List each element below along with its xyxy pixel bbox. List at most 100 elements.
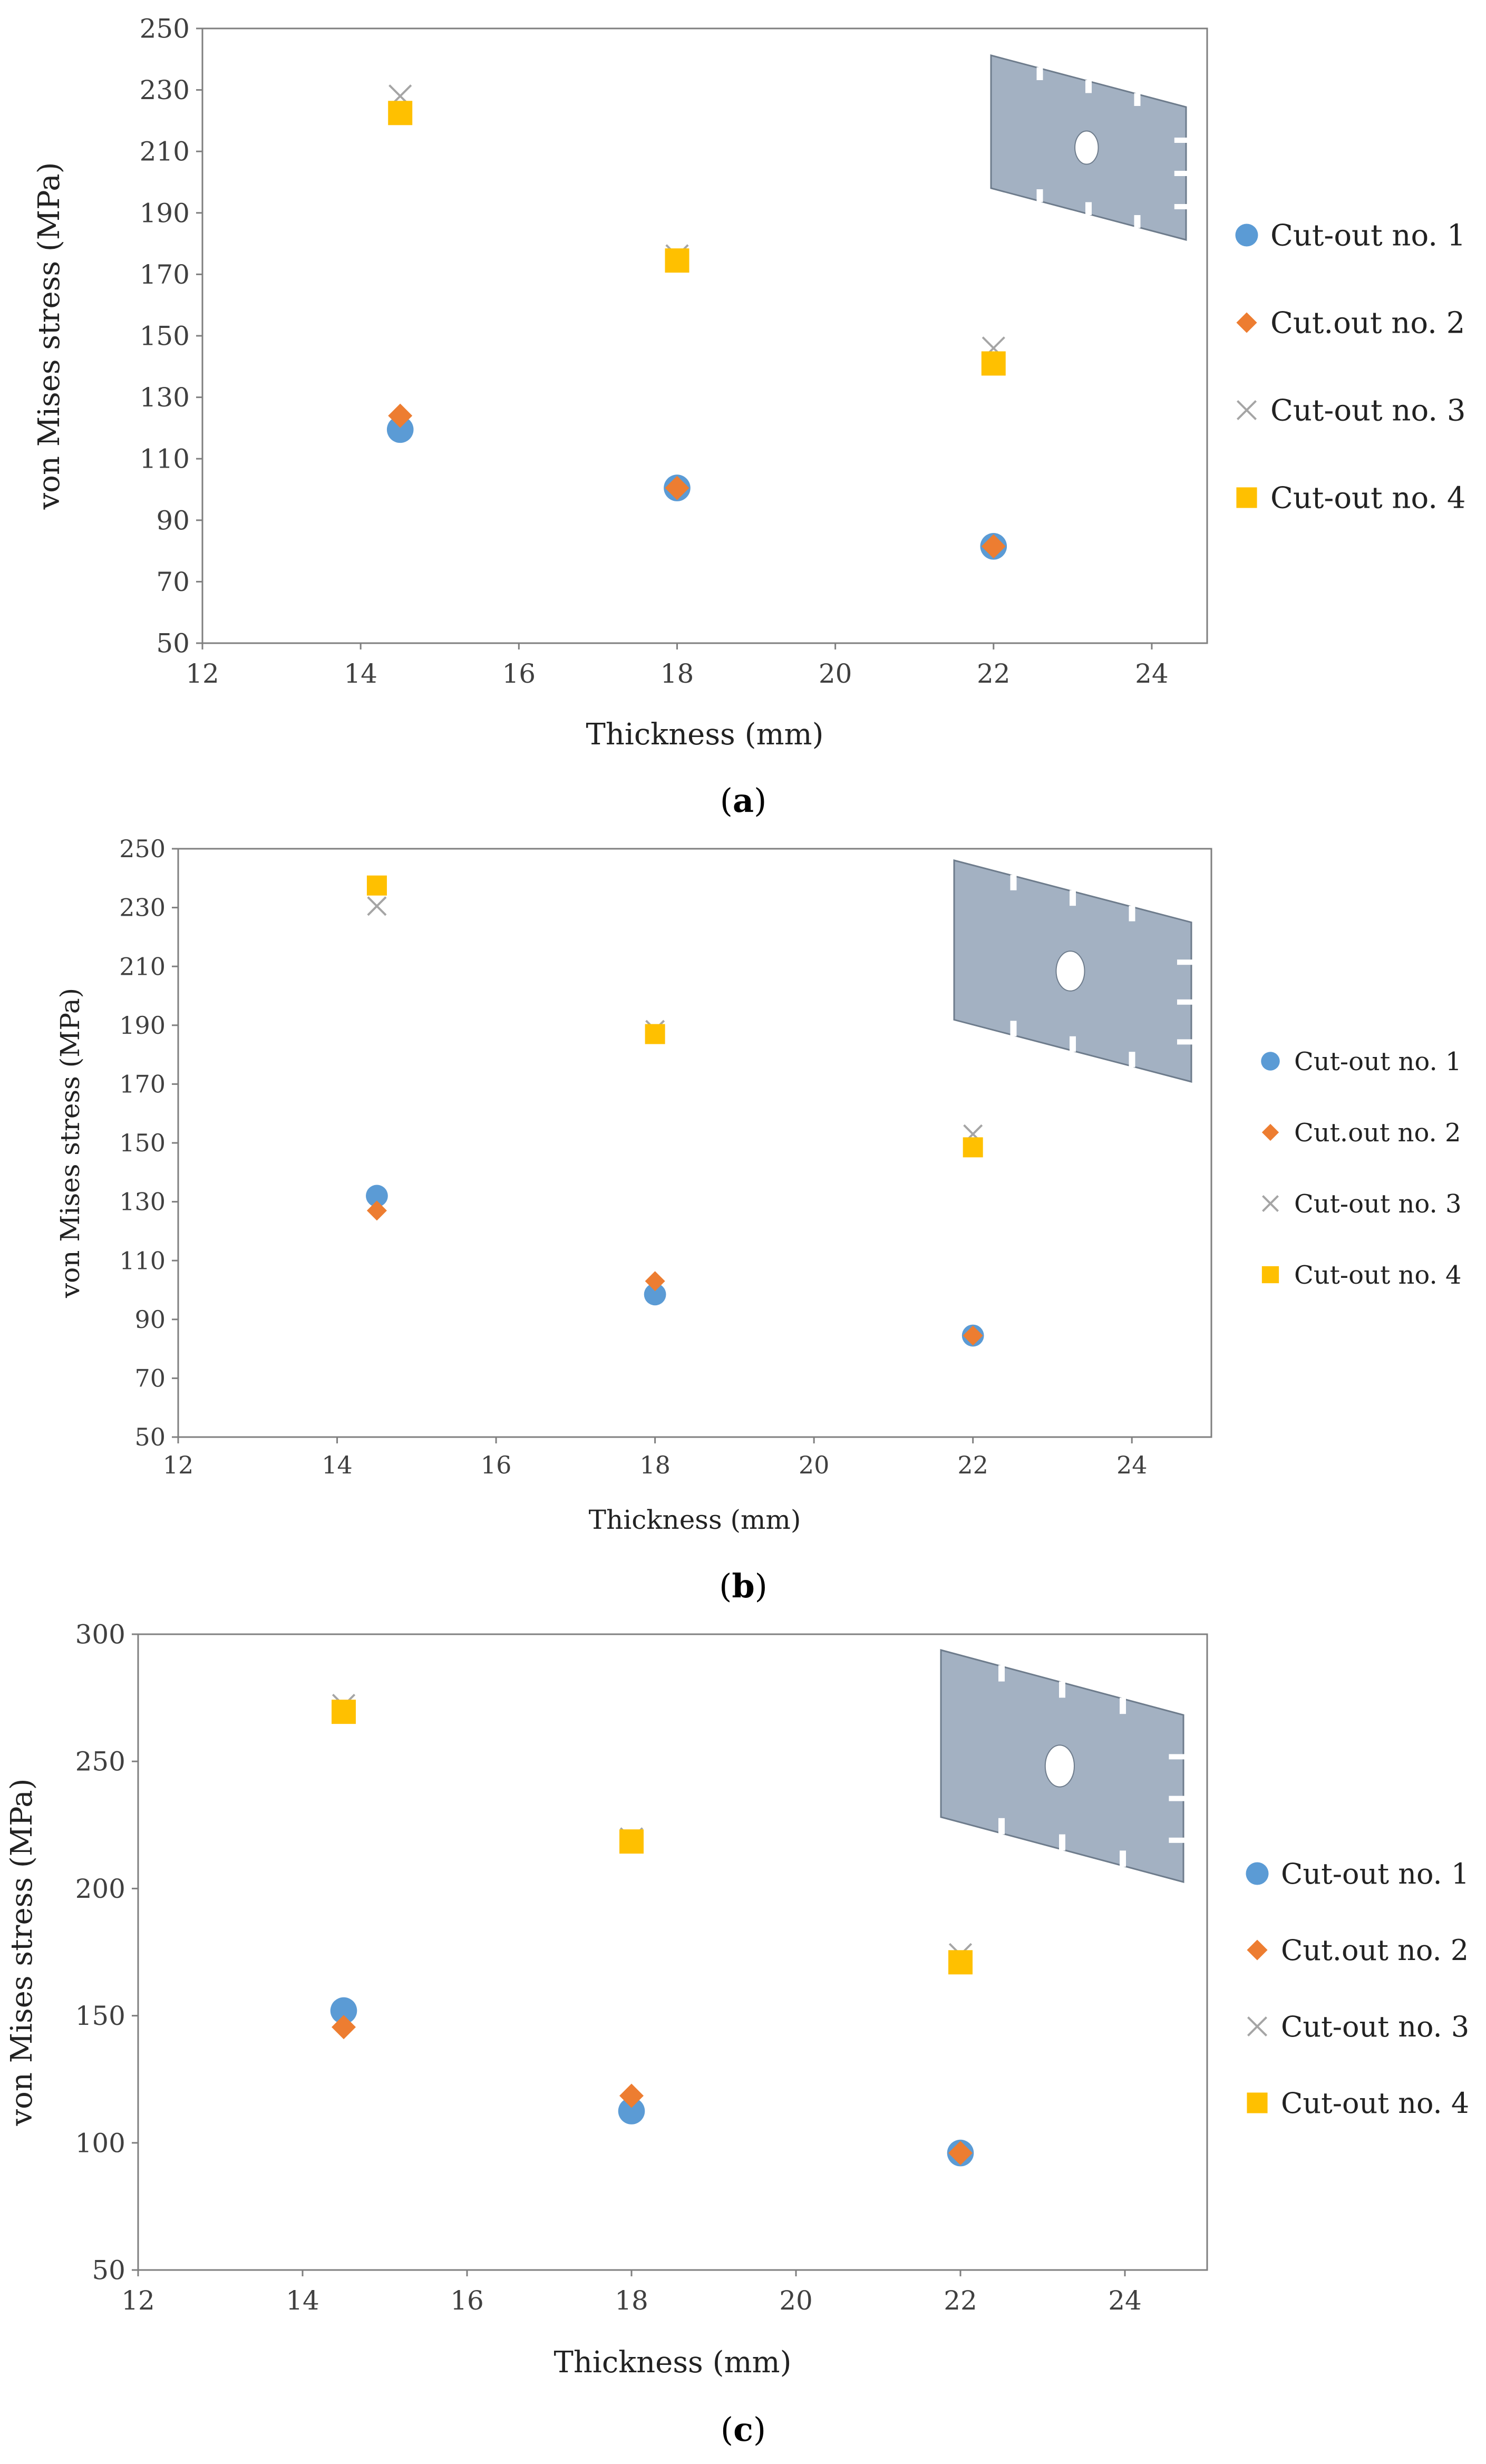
legend-entry: Cut-out no. 3 — [1281, 2010, 1469, 2043]
x-tick-label: 20 — [779, 2285, 813, 2316]
data-point — [366, 1200, 387, 1221]
y-tick-label: 170 — [119, 1070, 166, 1099]
x-tick-label: 24 — [1108, 2285, 1142, 2316]
y-tick-label: 250 — [75, 1747, 125, 1777]
legend-entry: Cut-out no. 3 — [1270, 394, 1465, 428]
x-tick-label: 12 — [121, 2285, 155, 2316]
chart-panel-a: 50 70 90 110 130 150 170 190 210 230 250 12 14 16 18 20… — [32, 14, 1465, 820]
chart-panel-c: 50 100 150 200 250 300 12 14 16 18 20 22 24 Thickness… — [5, 1619, 1469, 2449]
legend-entry: Cut-out no. 1 — [1294, 1047, 1462, 1076]
y-tick-label: 90 — [134, 1305, 166, 1334]
x-tick-label: 18 — [615, 2285, 648, 2316]
x-tick-label: 16 — [502, 658, 536, 689]
series-3 — [332, 1693, 973, 1966]
y-tick-label: 230 — [119, 894, 166, 922]
legend-entry: Cut.out no. 2 — [1270, 306, 1465, 341]
x-tick-label: 14 — [344, 658, 377, 689]
y-tick-label: 150 — [75, 2001, 125, 2031]
legend-marker — [1247, 1939, 1268, 1961]
x-tick-label: 24 — [1135, 658, 1169, 689]
legend-marker — [1235, 224, 1258, 247]
data-point — [645, 1024, 665, 1044]
series-1 — [366, 1185, 984, 1347]
data-point — [367, 896, 387, 916]
x-axis-title: Thickness (mm) — [586, 717, 823, 752]
x-tick-label: 18 — [639, 1451, 671, 1479]
data-point — [963, 1137, 983, 1158]
y-tick-label: 300 — [75, 1619, 125, 1650]
data-point — [388, 101, 413, 125]
y-tick-label: 210 — [140, 137, 190, 167]
y-tick-label: 190 — [119, 1011, 166, 1040]
x-tick-label: 22 — [944, 2285, 977, 2316]
legend-entry: Cut-out no. 4 — [1294, 1260, 1462, 1290]
y-tick-label: 50 — [134, 1423, 166, 1451]
series-2 — [388, 403, 1006, 559]
y-tick-label: 190 — [140, 198, 190, 228]
legend-marker — [1246, 1862, 1269, 1885]
panel-caption: (c) — [721, 2410, 766, 2449]
plate-illustration — [953, 859, 1192, 1083]
data-point — [386, 416, 414, 443]
data-point — [366, 875, 387, 896]
data-point — [332, 1700, 356, 1724]
y-tick-label: 110 — [119, 1246, 166, 1275]
legend-marker — [1247, 2016, 1268, 2037]
panel-caption: (b) — [719, 1567, 768, 1605]
x-tick-label: 16 — [450, 2285, 484, 2316]
legend-entry: Cut-out no. 3 — [1294, 1189, 1462, 1219]
y-tick-label: 170 — [140, 259, 190, 290]
data-point — [330, 1997, 357, 2024]
y-tick-label: 150 — [119, 1129, 166, 1157]
series-4 — [332, 1700, 973, 1975]
x-tick-label: 12 — [186, 658, 219, 689]
legend-marker — [1236, 487, 1257, 508]
legend-marker — [1261, 1266, 1279, 1284]
legend-marker — [1261, 1123, 1279, 1141]
x-tick-label: 18 — [661, 658, 694, 689]
legend-marker — [1236, 400, 1257, 421]
chart-panel-b: 50 70 90 110 130 150 170 190 210 230 250 12 14 16 18 20… — [55, 835, 1462, 1605]
x-tick-label: 22 — [957, 1451, 988, 1479]
panel-caption: (a) — [720, 781, 767, 820]
data-point — [948, 1950, 973, 1975]
data-point — [665, 476, 689, 500]
data-point — [644, 1283, 666, 1306]
y-tick-label: 230 — [140, 75, 190, 105]
x-tick-label: 16 — [481, 1451, 512, 1479]
series-1 — [330, 1997, 974, 2167]
y-tick-label: 250 — [140, 14, 190, 44]
data-point — [963, 1325, 983, 1346]
y-tick-label: 130 — [140, 382, 190, 413]
x-tick-label: 12 — [163, 1451, 194, 1479]
legend: Cut-out no. 1 Cut.out no. 2 Cut-out no. 3 C… — [1235, 219, 1465, 516]
plot-area — [137, 1633, 1208, 2271]
x-tick-label: 14 — [286, 2285, 319, 2316]
data-point — [619, 2083, 644, 2108]
series-2 — [332, 2015, 973, 2166]
legend-entry: Cut.out no. 2 — [1294, 1118, 1461, 1148]
x-tick-label: 24 — [1116, 1451, 1148, 1479]
y-tick-label: 250 — [119, 835, 166, 863]
x-axis-title: Thickness (mm) — [553, 2345, 791, 2380]
data-point — [948, 2141, 973, 2166]
data-point — [981, 534, 1006, 559]
x-tick-label: 22 — [977, 658, 1011, 689]
data-point — [332, 2015, 356, 2040]
y-tick-label: 50 — [156, 628, 190, 659]
x-tick-label: 14 — [322, 1451, 353, 1479]
data-point — [388, 403, 413, 428]
legend-marker — [1262, 1195, 1279, 1212]
legend-entry: Cut-out no. 4 — [1281, 2087, 1469, 2120]
y-axis-title: von Mises stress (MPa) — [55, 988, 85, 1298]
y-tick-label: 150 — [140, 321, 190, 352]
x-tick-label: 20 — [799, 1451, 830, 1479]
legend: Cut-out no. 1 Cut.out no. 2 Cut-out no. 3 C… — [1246, 1857, 1469, 2120]
series-1 — [386, 416, 1007, 560]
data-point — [619, 1829, 644, 1854]
y-tick-label: 110 — [140, 444, 190, 474]
legend-marker — [1247, 2092, 1268, 2113]
legend-marker — [1261, 1052, 1280, 1071]
y-tick-label: 70 — [134, 1364, 166, 1393]
